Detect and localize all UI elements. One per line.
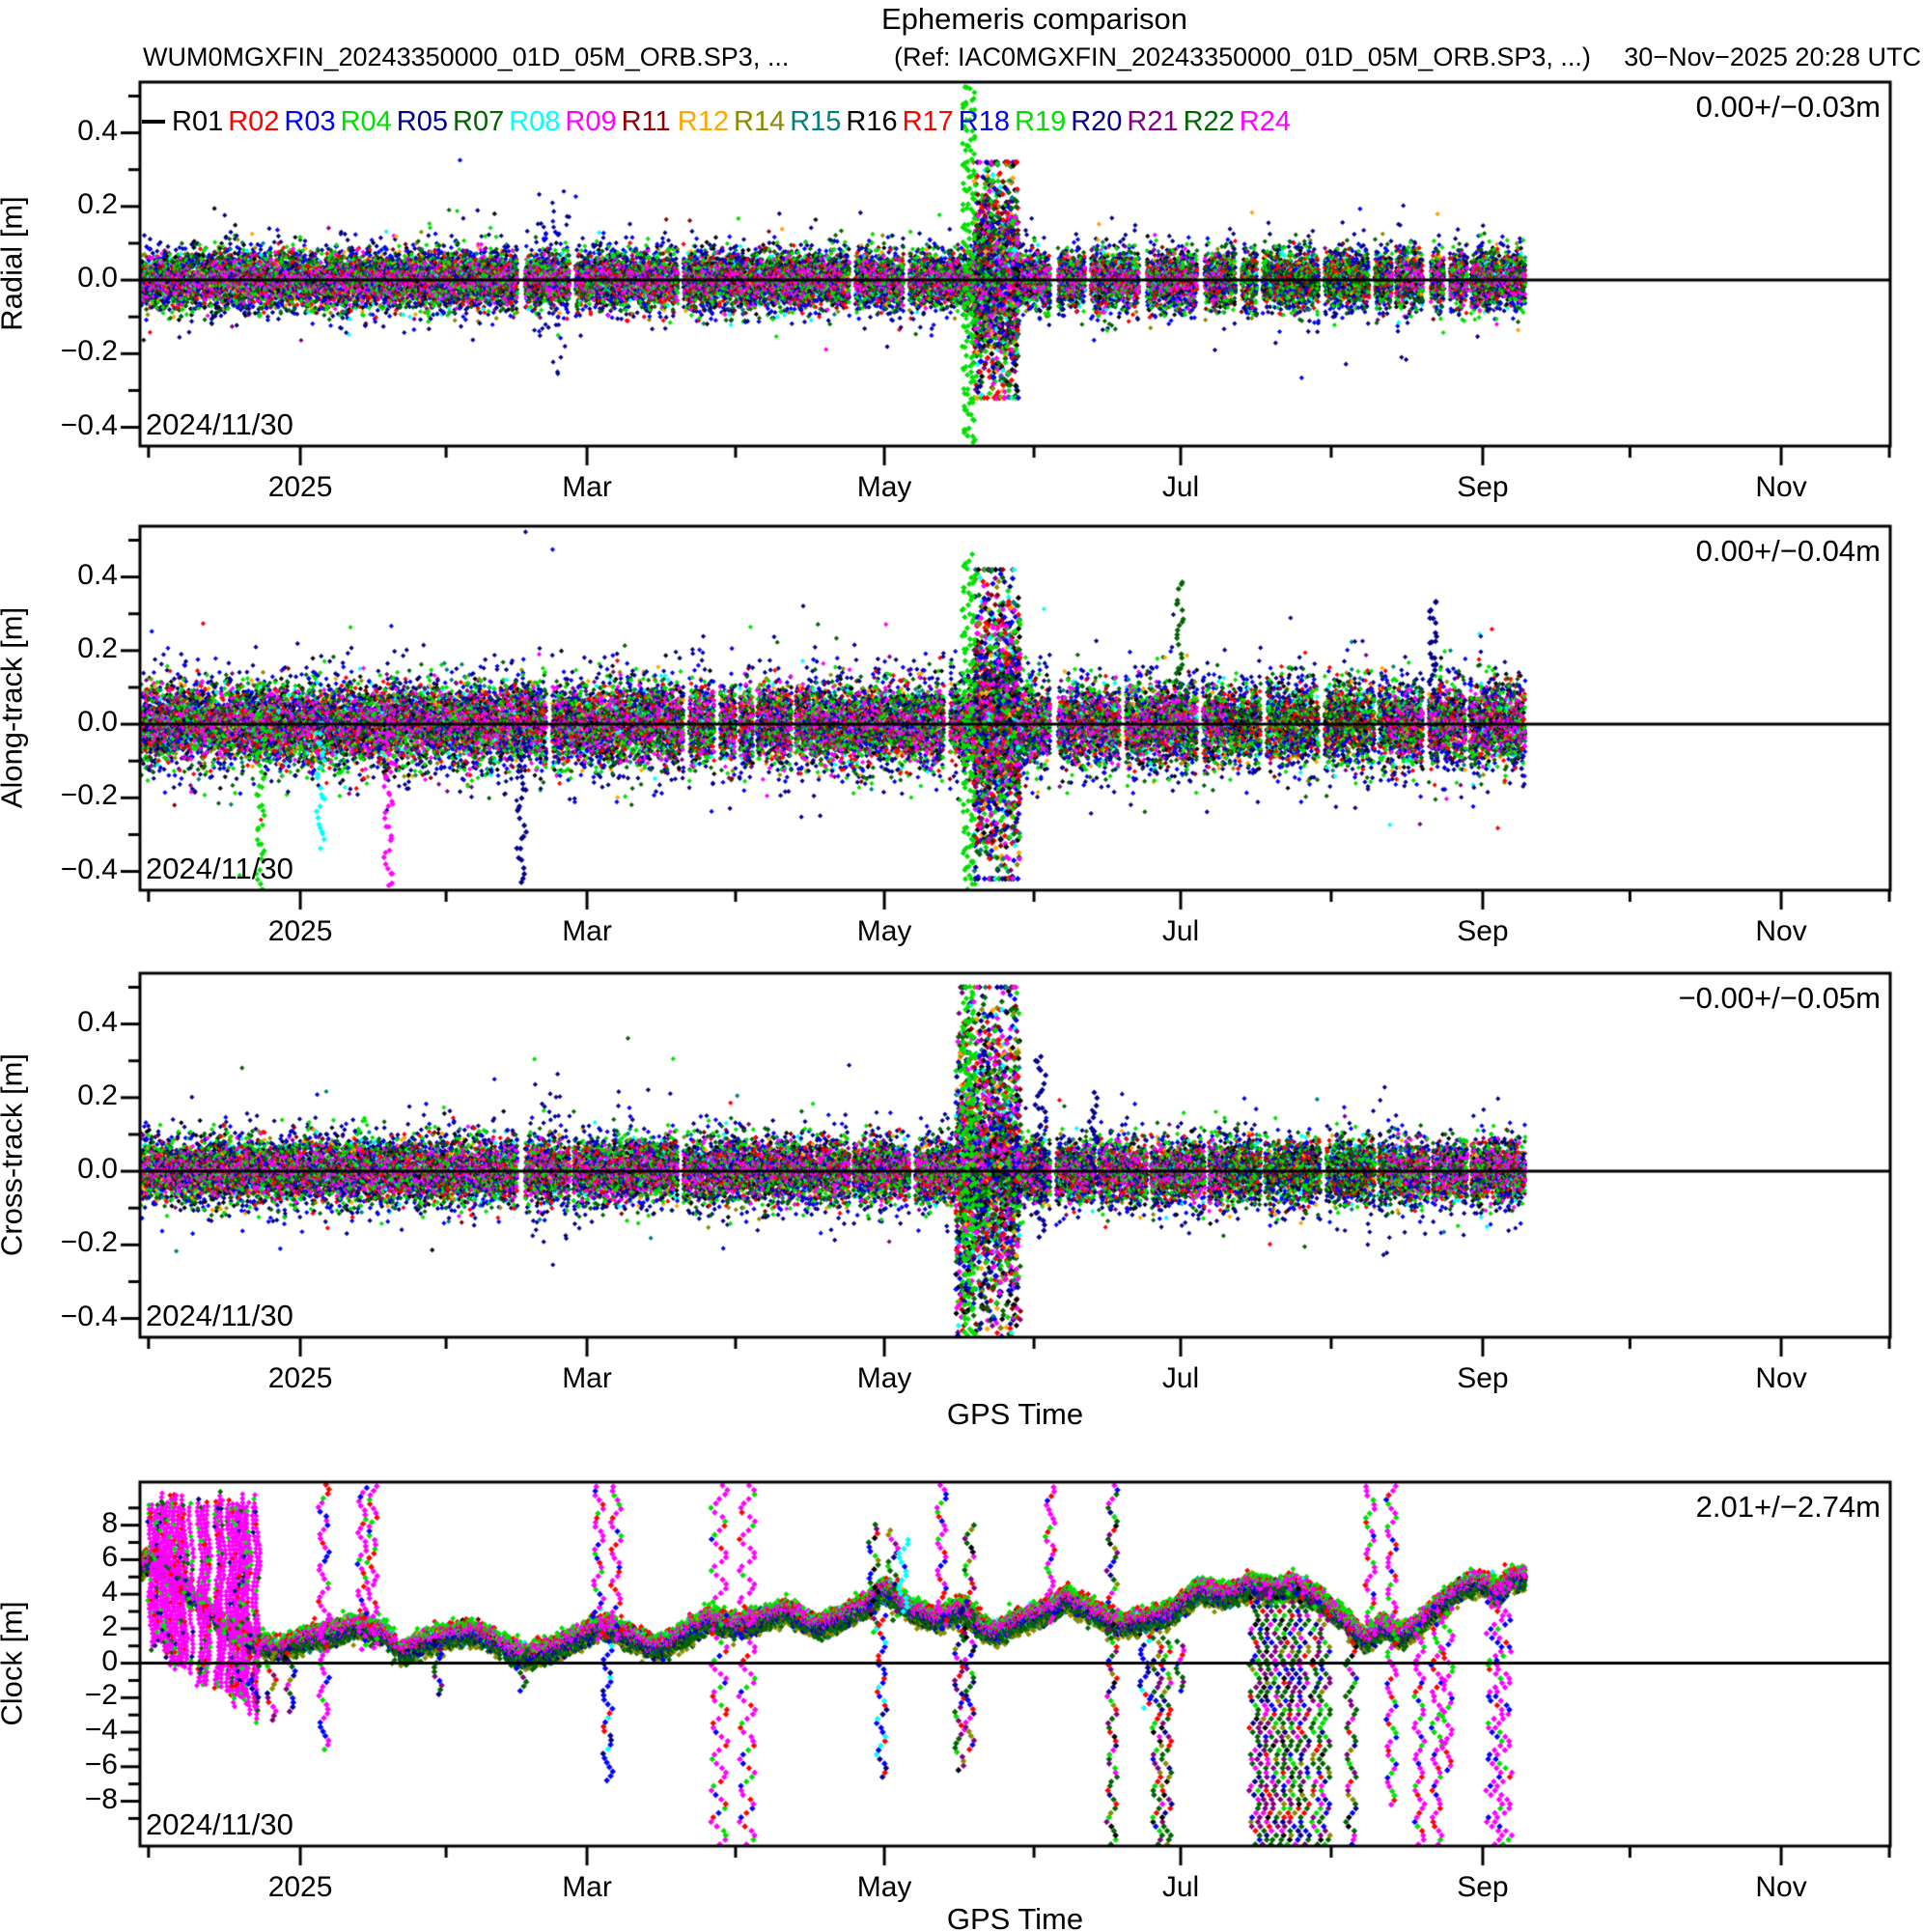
- x-tick-label: Sep: [1457, 1871, 1509, 1903]
- x-tick-label: Mar: [562, 1871, 612, 1903]
- x-tick-label: Nov: [1755, 1871, 1807, 1903]
- x-tick-label: Mar: [562, 471, 612, 503]
- y-tick-label: −2: [84, 1679, 118, 1712]
- y-tick-label: 0.0: [77, 262, 118, 294]
- start-date-annotation: 2024/11/30: [146, 1299, 293, 1332]
- legend-line-marker: [142, 120, 165, 124]
- x-tick-label: Jul: [1161, 1362, 1200, 1394]
- legend-item-R24: R24: [1239, 106, 1291, 137]
- x-tick-label: Jul: [1161, 471, 1200, 503]
- legend-item-R11: R11: [621, 106, 671, 137]
- x-axis-label: GPS Time: [946, 1902, 1084, 1932]
- x-tick-label: Nov: [1755, 915, 1807, 947]
- legend-item-R21: R21: [1127, 106, 1179, 137]
- x-tick-label: Mar: [562, 1362, 612, 1394]
- legend-item-R01: R01: [172, 106, 224, 137]
- y-tick-label: −0.2: [60, 335, 118, 368]
- y-tick-label: −6: [84, 1748, 118, 1780]
- x-tick-label: May: [856, 1871, 912, 1903]
- start-date-annotation: 2024/11/30: [146, 407, 293, 441]
- y-tick-label: 2: [101, 1610, 118, 1642]
- x-tick-label: 2025: [267, 471, 333, 503]
- legend-item-R12: R12: [677, 106, 729, 137]
- x-tick-label: 2025: [267, 1362, 333, 1394]
- panel-stat-4: 2.01+/−2.74m: [1695, 1490, 1881, 1524]
- y-tick-label: −0.2: [60, 779, 118, 812]
- legend-item-R09: R09: [565, 106, 617, 137]
- x-tick-label: 2025: [267, 915, 333, 947]
- panel-stat-2: 0.00+/−0.04m: [1695, 534, 1881, 568]
- panel-stat-1: 0.00+/−0.03m: [1695, 90, 1881, 124]
- y-tick-label: −8: [84, 1782, 118, 1815]
- legend-item-R04: R04: [340, 106, 392, 137]
- legend-item-R16: R16: [846, 106, 898, 137]
- x-tick-label: Nov: [1755, 1362, 1807, 1394]
- legend-item-R08: R08: [509, 106, 561, 137]
- x-tick-label: May: [856, 915, 912, 947]
- start-date-annotation: 2024/11/30: [146, 1807, 293, 1841]
- header-file-name: WUM0MGXFIN_20243350000_01D_05M_ORB.SP3, …: [143, 42, 790, 71]
- header-reference-file: (Ref: IAC0MGXFIN_20243350000_01D_05M_ORB…: [894, 42, 1591, 71]
- x-tick-label: May: [856, 1362, 912, 1394]
- legend-item-R19: R19: [1015, 106, 1067, 137]
- legend-item-R07: R07: [453, 106, 505, 137]
- y-tick-label: 4: [101, 1576, 118, 1609]
- x-tick-label: 2025: [267, 1871, 333, 1903]
- y-tick-label: 6: [101, 1541, 118, 1574]
- y-tick-label: 0.2: [77, 1078, 118, 1111]
- x-tick-label: Jul: [1161, 915, 1200, 947]
- y-tick-label: 8: [101, 1506, 118, 1539]
- y-tick-label: 0.2: [77, 631, 118, 664]
- legend-item-R15: R15: [790, 106, 842, 137]
- x-axis-label: GPS Time: [946, 1397, 1084, 1431]
- x-tick-label: Jul: [1161, 1871, 1200, 1903]
- x-tick-label: Nov: [1755, 471, 1807, 503]
- legend-item-R14: R14: [734, 106, 786, 137]
- start-date-annotation: 2024/11/30: [146, 852, 293, 885]
- y-tick-label: 0.4: [77, 558, 118, 591]
- legend-item-R02: R02: [228, 106, 280, 137]
- legend-item-R03: R03: [284, 106, 336, 137]
- x-tick-label: Sep: [1457, 1362, 1509, 1394]
- legend-item-R17: R17: [902, 106, 954, 137]
- y-tick-label: −4: [84, 1714, 118, 1747]
- legend-item-R20: R20: [1071, 106, 1123, 137]
- legend-item-R22: R22: [1183, 106, 1235, 137]
- x-tick-label: Mar: [562, 915, 612, 947]
- y-tick-label: −0.4: [60, 1300, 118, 1332]
- y-tick-label: 0.4: [77, 114, 118, 147]
- panel-stat-3: −0.00+/−0.05m: [1678, 981, 1881, 1015]
- header-timestamp: 30−Nov−2025 20:28 UTC: [1624, 42, 1921, 71]
- y-tick-label: 0.0: [77, 1153, 118, 1186]
- y-tick-label: 0.4: [77, 1005, 118, 1038]
- y-tick-label: 0: [101, 1644, 118, 1677]
- page-title: Ephemeris comparison: [880, 2, 1188, 36]
- x-tick-label: Sep: [1457, 915, 1509, 947]
- legend-item-R18: R18: [958, 106, 1010, 137]
- y-tick-label: −0.4: [60, 408, 118, 441]
- y-tick-label: −0.2: [60, 1226, 118, 1259]
- x-tick-label: May: [856, 471, 912, 503]
- x-tick-label: Sep: [1457, 471, 1509, 503]
- y-tick-label: −0.4: [60, 853, 118, 885]
- y-tick-label: 0.2: [77, 187, 118, 220]
- legend-item-R05: R05: [396, 106, 448, 137]
- y-tick-label: 0.0: [77, 706, 118, 739]
